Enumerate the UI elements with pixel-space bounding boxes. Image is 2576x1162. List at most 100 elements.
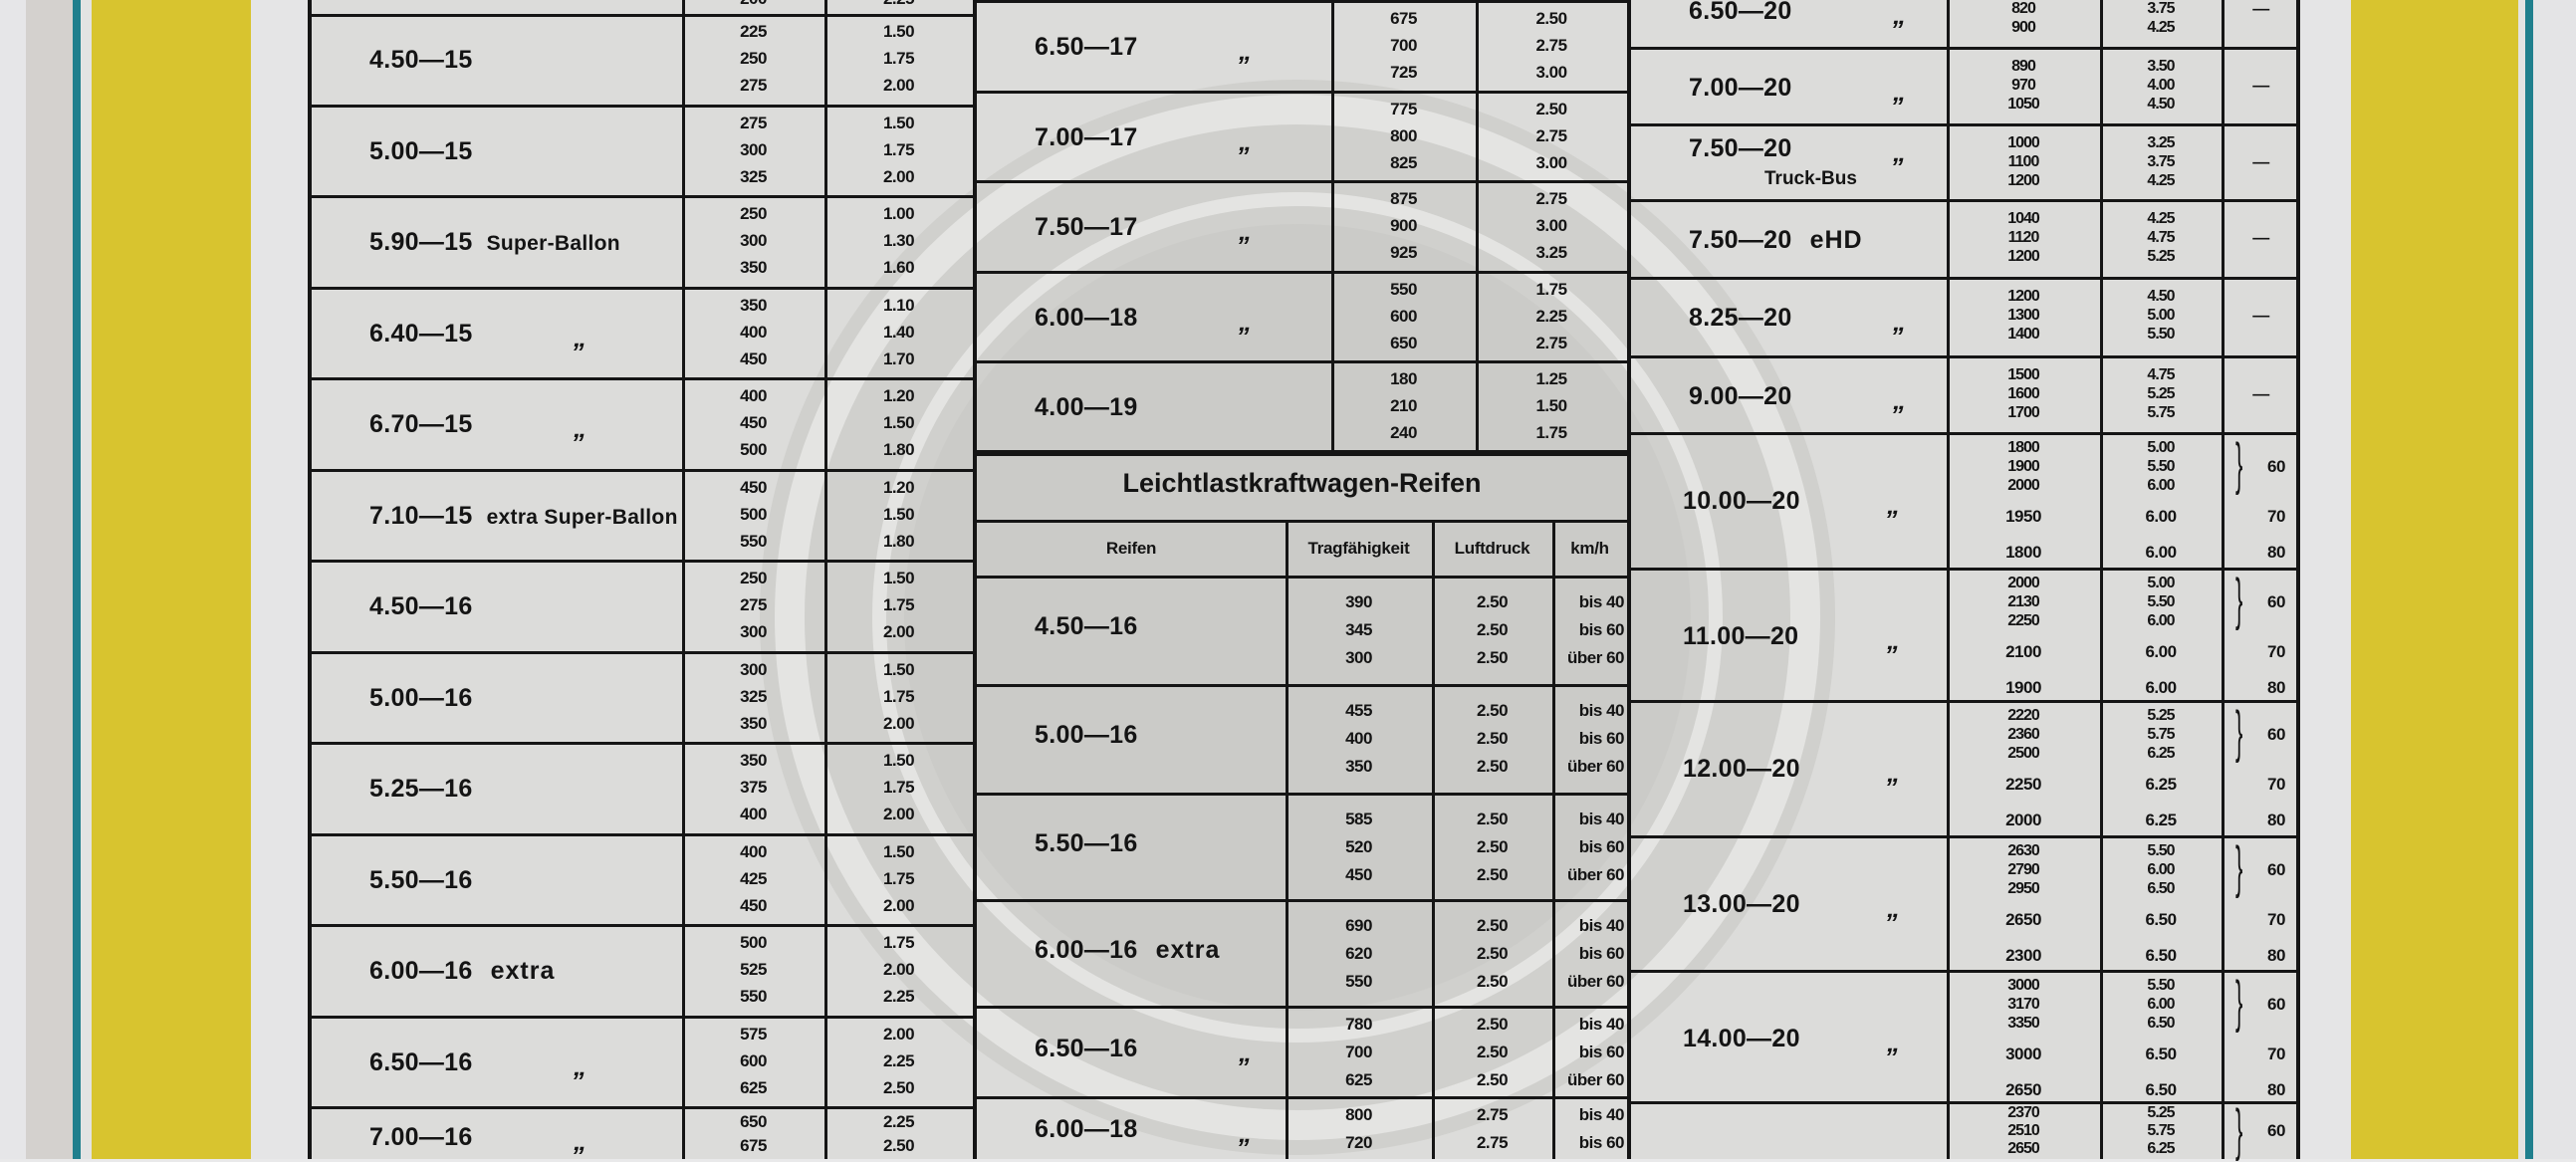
tire-size: 11.00—20 xyxy=(1683,622,1799,650)
pressure-value: 6.50 xyxy=(2145,910,2177,929)
load-value: 250 xyxy=(740,569,767,587)
pressure-value: 5.75 xyxy=(2147,726,2175,743)
column-divider xyxy=(1286,523,1288,1159)
tire-size-label: 7.50—20 „ xyxy=(1689,134,1906,166)
tire-size: 6.00—16 xyxy=(1035,936,1138,964)
tire-size-label: 6.00—18 „ xyxy=(1035,1115,1252,1147)
pressure-value: 3.75 xyxy=(2147,153,2175,170)
table-row: 4.50—16 390 345 300 2.50 2.50 2.50 bis 40 bis 60… xyxy=(977,579,1627,687)
pressure-value: 4.00 xyxy=(2147,77,2175,94)
pressure-value: 1.30 xyxy=(882,231,915,250)
load-value: 250 xyxy=(740,204,767,223)
tire-size-label: 4.50—16 xyxy=(369,592,473,620)
pressure-value: 1.75 xyxy=(1535,423,1567,442)
table-row: 6.00—18 „ 550 600 650 1.75 2.25 2.75 xyxy=(977,274,1627,363)
speed-value: 60 xyxy=(2267,995,2285,1014)
ditto-mark: „ xyxy=(1893,385,1907,415)
wall-edge-right xyxy=(2533,0,2576,1159)
table-row: 4.50—16 250 275 300 1.50 1.75 2.00 xyxy=(312,563,973,654)
column-divider xyxy=(2100,0,2103,1159)
load-value: 350 xyxy=(740,751,767,770)
pressure-value: 2.00 xyxy=(882,76,915,95)
tire-size: 6.50—17 xyxy=(1035,33,1138,61)
white-border-left xyxy=(251,0,308,1159)
ditto-mark: „ xyxy=(574,322,587,352)
brace-icon: } xyxy=(2235,1097,2243,1162)
table-row: 9.00—20 „ 1500 1600 1700 4.75 5.25 5.75 — xyxy=(1631,358,2296,435)
brace-icon: } xyxy=(2235,431,2243,497)
load-value: 225 xyxy=(740,22,767,41)
pressure-value: 1.00 xyxy=(882,204,915,223)
load-value: 1100 xyxy=(2007,153,2040,170)
load-value: 350 xyxy=(1345,757,1372,776)
speed-value: 80 xyxy=(2267,1080,2285,1099)
pressure-value: 2.50 xyxy=(882,1136,915,1155)
load-value: 300 xyxy=(740,231,767,250)
column-divider xyxy=(2222,0,2225,1159)
load-value: 675 xyxy=(1390,9,1417,28)
speed-value: 60 xyxy=(2267,457,2285,476)
load-value: 325 xyxy=(740,686,767,706)
pressure-value: 5.75 xyxy=(2147,1122,2175,1139)
pressure-value: 2.75 xyxy=(1476,1133,1509,1152)
pressure-value: 2.50 xyxy=(1476,1015,1509,1034)
load-value: 350 xyxy=(740,295,767,315)
pressure-value: 1.40 xyxy=(882,322,915,342)
table-row: 6.50—16 „ 575 600 625 2.00 2.25 2.50 xyxy=(312,1019,973,1109)
tire-size-label: 12.00—20 „ xyxy=(1683,755,1900,787)
column-divider xyxy=(1331,0,1334,453)
table-row: 7.00—17 „ 775 800 825 2.50 2.75 3.00 xyxy=(977,94,1627,183)
tire-size: 13.00—20 xyxy=(1683,890,1800,918)
speed-value: 60 xyxy=(2267,860,2285,879)
tire-size-label: 6.50—16 „ xyxy=(1035,1035,1252,1066)
pressure-value: 1.50 xyxy=(882,751,915,770)
load-value: 400 xyxy=(1345,729,1372,748)
pressure-value: 5.50 xyxy=(2147,593,2175,610)
pressure-value: 6.00 xyxy=(2145,507,2177,526)
load-value: 450 xyxy=(1345,865,1372,884)
sign-rim-left xyxy=(26,0,73,1159)
load-value: 1050 xyxy=(2007,96,2040,113)
pressure-value: 1.75 xyxy=(882,778,915,797)
pressure-value: 6.50 xyxy=(2147,880,2175,897)
tire-size: 4.00—19 xyxy=(1035,393,1138,421)
pressure-value: 5.50 xyxy=(2147,977,2175,994)
pressure-value: 2.50 xyxy=(1476,592,1509,611)
pressure-value: 4.75 xyxy=(2147,229,2175,246)
pressure-value: 1.80 xyxy=(882,440,915,459)
column-header: Tragfähigkeit xyxy=(1307,539,1410,558)
pressure-value: 2.00 xyxy=(882,1024,915,1044)
tire-size-label: 5.50—16 xyxy=(369,866,473,894)
section-divider xyxy=(977,450,1627,456)
load-value: 275 xyxy=(740,113,767,132)
tire-size: 4.50—16 xyxy=(1035,612,1138,640)
pressure-value: 2.50 xyxy=(1476,837,1509,856)
load-value: 3000 xyxy=(2007,977,2040,994)
pressure-value: 1.75 xyxy=(882,868,915,888)
header-divider xyxy=(977,576,1627,579)
load-value: 345 xyxy=(1345,620,1372,639)
tire-size: 7.10—15 xyxy=(369,501,473,530)
tire-size: 6.40—15 xyxy=(369,319,473,348)
load-value: 600 xyxy=(1390,306,1417,326)
speed-value: 70 xyxy=(2267,642,2285,661)
pressure-value: 2.75 xyxy=(1476,1105,1509,1124)
pressure-value: 1.75 xyxy=(882,139,915,159)
truck-tire-table: 6.50—20 „ 820 900 3.75 4.25 — 7.00—20 „ 890 970 105… xyxy=(1627,0,2300,1162)
load-value: 1950 xyxy=(2005,507,2041,526)
pressure-value: 3.00 xyxy=(1535,216,1567,235)
tire-size-label: 5.90—15 Super-Ballon xyxy=(369,228,620,258)
load-value: 2510 xyxy=(2007,1122,2040,1139)
pressure-value: 5.00 xyxy=(2147,575,2175,591)
white-border-right xyxy=(2300,0,2351,1159)
pressure-value: 5.00 xyxy=(2147,307,2175,324)
pressure-value: 1.50 xyxy=(882,113,915,132)
load-value: 3350 xyxy=(2007,1015,2040,1032)
load-value: 970 xyxy=(2011,77,2036,94)
table-row: 5.00—16 300 325 350 1.50 1.75 2.00 xyxy=(312,654,973,745)
load-value: 400 xyxy=(740,841,767,861)
tire-size-label: 6.50—20 „ xyxy=(1689,0,1906,29)
load-value: 2250 xyxy=(2007,612,2040,629)
load-value: 450 xyxy=(740,895,767,915)
